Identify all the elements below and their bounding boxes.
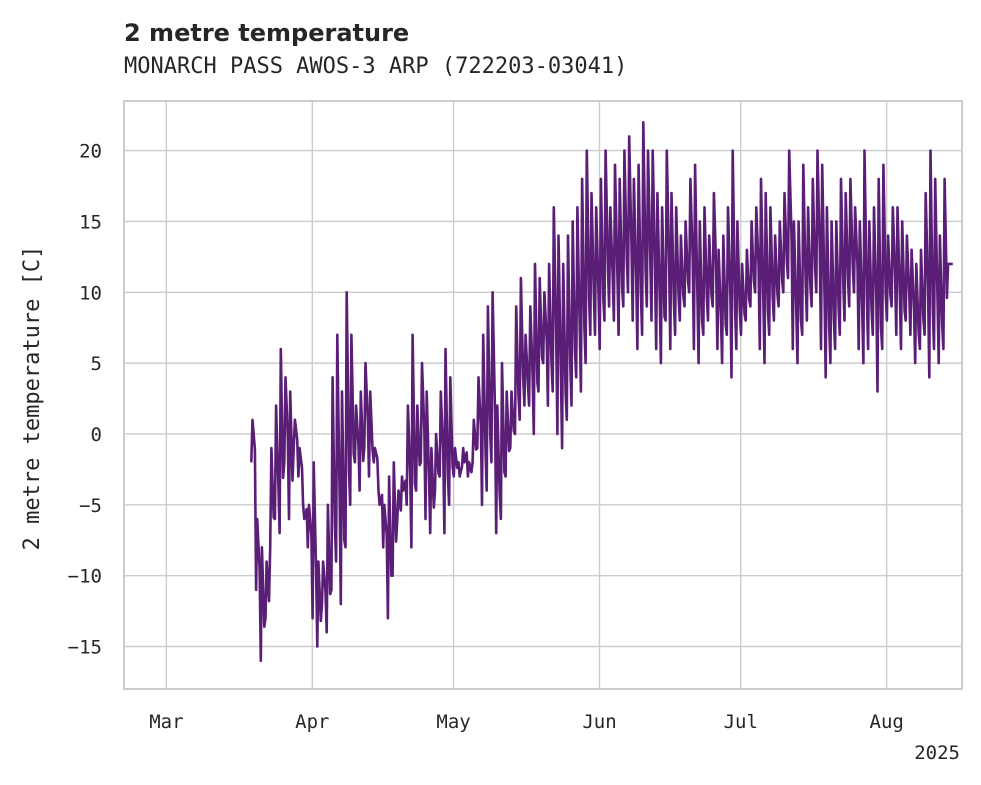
x-tick-label: Jun (582, 711, 616, 733)
tick-labels: −15 −10 −5 0 5 10 15 20 Mar Apr May Jun Jul Aug (68, 141, 904, 733)
x-tick-label: Jul (724, 711, 758, 733)
y-tick-label: −15 (68, 636, 102, 658)
y-tick-label: −10 (68, 566, 102, 588)
y-tick-label: −5 (79, 495, 102, 517)
y-tick-label: 20 (79, 141, 102, 163)
y-axis-label: 2 metre temperature [C] (20, 246, 45, 551)
x-tick-label: Aug (870, 711, 904, 733)
chart-subtitle: MONARCH PASS AWOS-3 ARP (722203-03041) (124, 54, 627, 79)
chart-title: 2 metre temperature (124, 19, 409, 47)
x-tick-label: Apr (295, 711, 329, 733)
data-layer (250, 121, 953, 663)
y-tick-label: 15 (79, 211, 102, 233)
y-tick-label: 10 (79, 282, 102, 304)
x-axis-year-label: 2025 (914, 742, 960, 764)
y-tick-label: 0 (91, 424, 102, 446)
y-tick-label: 5 (91, 353, 102, 375)
plot-frame (123, 100, 963, 690)
x-tick-label: Mar (149, 711, 183, 733)
grid (124, 101, 962, 689)
temperature-series-line (250, 121, 953, 663)
x-tick-label: May (436, 711, 470, 733)
